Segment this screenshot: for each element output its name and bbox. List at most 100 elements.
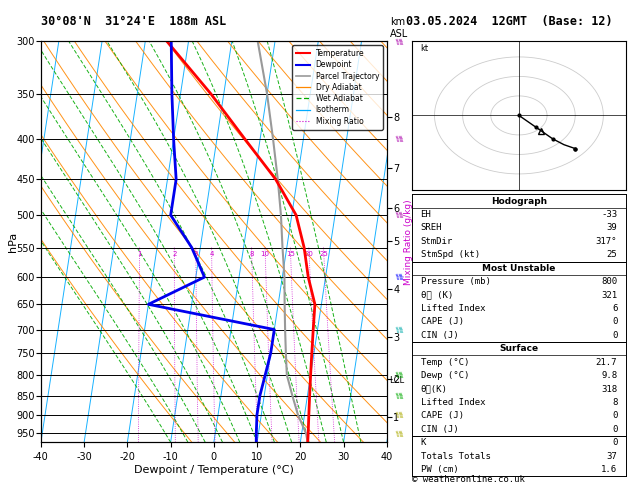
Text: /: / [400,38,405,45]
Text: CIN (J): CIN (J) [421,425,458,434]
Text: /: / [396,392,401,399]
Text: 800: 800 [601,277,617,286]
Text: EH: EH [421,210,431,219]
Text: 0: 0 [612,317,617,327]
Text: 0: 0 [612,425,617,434]
Text: /: / [400,212,405,218]
Text: 9.8: 9.8 [601,371,617,380]
Text: /: / [396,372,401,378]
Text: /: / [395,136,400,142]
Text: /: / [396,274,401,280]
Text: /: / [398,136,403,142]
Text: 318: 318 [601,384,617,394]
Text: 25: 25 [606,250,617,260]
Text: K: K [421,438,426,447]
Text: /: / [398,412,403,418]
Text: 3: 3 [194,251,198,257]
Text: 1.6: 1.6 [601,465,617,474]
Text: /: / [395,326,400,333]
Text: /: / [400,412,405,418]
Text: /: / [399,212,404,218]
Text: Mixing Ratio (g/kg): Mixing Ratio (g/kg) [404,199,413,285]
Text: 15: 15 [286,251,295,257]
Text: StmDir: StmDir [421,237,453,246]
Text: /: / [398,274,403,280]
Text: © weatheronline.co.uk: © weatheronline.co.uk [412,474,525,484]
Text: /: / [400,372,405,378]
Text: 8: 8 [612,398,617,407]
Text: /: / [396,212,401,218]
Text: Dewp (°C): Dewp (°C) [421,371,469,380]
Text: -33: -33 [601,210,617,219]
Text: 4: 4 [209,251,214,257]
Text: /: / [398,212,403,218]
Text: LCL: LCL [389,376,404,384]
Text: hPa: hPa [8,232,18,252]
Text: /: / [396,412,401,418]
Text: 25: 25 [319,251,328,257]
Text: Lifted Index: Lifted Index [421,304,485,313]
Text: /: / [399,136,404,142]
Text: /: / [399,38,404,45]
Text: /: / [400,392,405,399]
Text: /: / [399,372,404,378]
Text: /: / [400,326,405,333]
Text: Temp (°C): Temp (°C) [421,358,469,366]
Text: 10: 10 [260,251,270,257]
Text: 21.7: 21.7 [596,358,617,366]
Text: CAPE (J): CAPE (J) [421,411,464,420]
Text: SREH: SREH [421,224,442,232]
Text: /: / [399,274,404,280]
Text: /: / [396,136,401,142]
Text: 37: 37 [606,451,617,461]
Text: 20: 20 [304,251,313,257]
Text: /: / [398,326,403,333]
Text: CIN (J): CIN (J) [421,331,458,340]
Text: /: / [396,430,401,436]
Text: 0: 0 [612,438,617,447]
Text: /: / [395,412,400,418]
Text: 2: 2 [172,251,177,257]
Text: /: / [400,136,405,142]
Text: θᴇ(K): θᴇ(K) [421,384,447,394]
Legend: Temperature, Dewpoint, Parcel Trajectory, Dry Adiabat, Wet Adiabat, Isotherm, Mi: Temperature, Dewpoint, Parcel Trajectory… [292,45,383,129]
Text: 8: 8 [249,251,254,257]
Text: /: / [399,430,404,436]
Text: kt: kt [420,44,428,53]
Text: Totals Totals: Totals Totals [421,451,491,461]
Text: StmSpd (kt): StmSpd (kt) [421,250,480,260]
X-axis label: Dewpoint / Temperature (°C): Dewpoint / Temperature (°C) [134,465,294,475]
Text: Lifted Index: Lifted Index [421,398,485,407]
Text: /: / [398,372,403,378]
Text: 317°: 317° [596,237,617,246]
Text: /: / [400,274,405,280]
Text: 39: 39 [606,224,617,232]
Text: km
ASL: km ASL [390,17,408,39]
Text: 6: 6 [612,304,617,313]
Text: Surface: Surface [499,344,538,353]
Text: CAPE (J): CAPE (J) [421,317,464,327]
Text: /: / [395,392,400,399]
Text: /: / [396,326,401,333]
Text: /: / [398,392,403,399]
Text: /: / [399,392,404,399]
Text: θᴇ (K): θᴇ (K) [421,291,453,299]
Text: /: / [399,412,404,418]
Text: 30°08'N  31°24'E  188m ASL: 30°08'N 31°24'E 188m ASL [41,15,226,28]
Text: 321: 321 [601,291,617,299]
Text: 1: 1 [137,251,142,257]
Text: 0: 0 [612,411,617,420]
Text: Most Unstable: Most Unstable [482,264,555,273]
Text: /: / [395,430,400,436]
Text: /: / [400,430,405,436]
Text: /: / [395,372,400,378]
Text: /: / [395,38,400,45]
Text: /: / [399,326,404,333]
Text: /: / [396,38,401,45]
Text: 0: 0 [612,331,617,340]
Text: Pressure (mb): Pressure (mb) [421,277,491,286]
Text: /: / [398,430,403,436]
Text: PW (cm): PW (cm) [421,465,458,474]
Text: /: / [395,274,400,280]
Text: Hodograph: Hodograph [491,197,547,206]
